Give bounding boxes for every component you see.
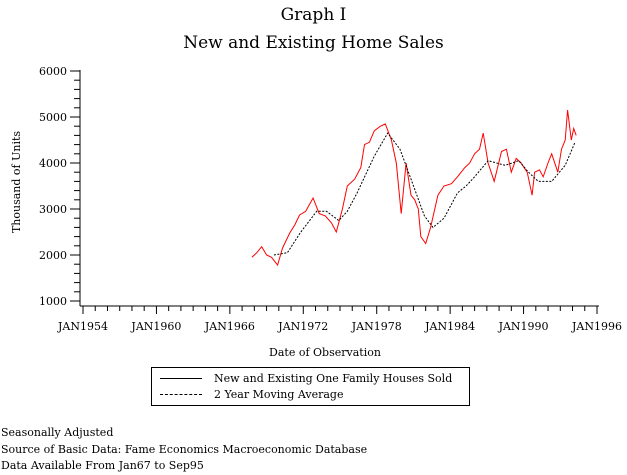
note-source: Source of Basic Data: Fame Economics Mac… bbox=[1, 443, 368, 456]
x-tick-label: JAN1954 bbox=[57, 320, 108, 333]
series-line-moving-average bbox=[273, 132, 576, 256]
y-tick-label: 3000 bbox=[39, 203, 67, 216]
x-tick-label: JAN1978 bbox=[351, 320, 402, 333]
y-tick-label: 1000 bbox=[39, 295, 67, 308]
note-data-availability: Data Available From Jan67 to Sep95 bbox=[1, 459, 204, 472]
legend-item-moving-average: 2 Year Moving Average bbox=[160, 388, 343, 401]
y-tick-label: 6000 bbox=[39, 65, 67, 78]
chart-title: Graph I bbox=[280, 5, 347, 25]
x-tick-label: JAN1996 bbox=[571, 320, 622, 333]
chart-subtitle: New and Existing Home Sales bbox=[183, 33, 444, 53]
legend-label: 2 Year Moving Average bbox=[214, 388, 344, 401]
y-tick-label: 2000 bbox=[39, 249, 67, 262]
x-tick-label: JAN1972 bbox=[277, 320, 328, 333]
y-tick-label: 5000 bbox=[39, 111, 67, 124]
x-tick-label: JAN1960 bbox=[130, 320, 181, 333]
legend-item-sales: New and Existing One Family Houses Sold bbox=[160, 372, 452, 385]
y-axis-label: Thousand of Units bbox=[10, 131, 23, 233]
note-seasonally-adjusted: Seasonally Adjusted bbox=[1, 426, 114, 439]
y-tick-label: 4000 bbox=[39, 157, 67, 170]
x-axis-label: Date of Observation bbox=[269, 346, 381, 359]
x-tick-label: JAN1984 bbox=[424, 320, 475, 333]
x-tick-label: JAN1966 bbox=[204, 320, 255, 333]
legend-label: New and Existing One Family Houses Sold bbox=[214, 372, 453, 385]
legend-dashed-line-swatch bbox=[160, 394, 202, 395]
legend: New and Existing One Family Houses Sold … bbox=[151, 367, 470, 406]
x-tick-label: JAN1990 bbox=[498, 320, 549, 333]
legend-solid-line-swatch bbox=[160, 378, 202, 379]
series-line-sales bbox=[251, 110, 577, 267]
